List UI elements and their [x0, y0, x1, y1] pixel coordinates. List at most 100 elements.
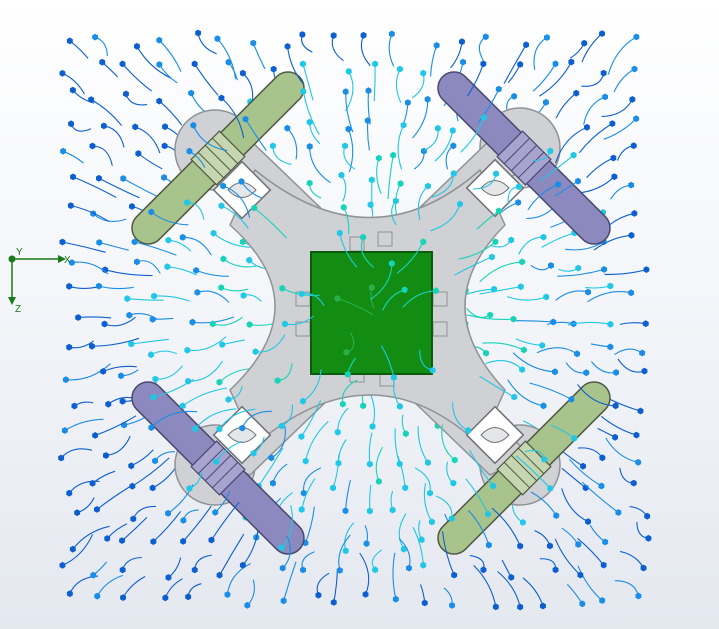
- flow-trajectory: [417, 185, 429, 220]
- flow-marker: [149, 315, 156, 323]
- flow-trajectory: [412, 526, 424, 566]
- flow-marker: [366, 507, 373, 515]
- flow-marker: [180, 517, 187, 524]
- flow-marker: [630, 479, 637, 487]
- flow-marker: [492, 238, 499, 246]
- flow-marker: [299, 31, 306, 38]
- flow-marker: [298, 433, 305, 440]
- flow-trajectory: [616, 145, 634, 161]
- flow-marker: [487, 311, 494, 319]
- flow-trajectory: [219, 408, 256, 430]
- flow-trajectory: [482, 342, 525, 351]
- flow-trajectory: [339, 232, 358, 268]
- flow-trajectory: [164, 578, 183, 599]
- flow-marker: [69, 545, 76, 553]
- flow-marker: [101, 320, 108, 328]
- flow-trajectory: [619, 322, 646, 325]
- flow-marker: [338, 171, 345, 179]
- flow-trajectory: [441, 424, 456, 461]
- flow-marker: [450, 479, 457, 487]
- propeller-rear-left: [131, 381, 305, 555]
- flow-marker: [490, 482, 497, 490]
- flow-marker: [389, 506, 396, 514]
- flow-marker: [404, 99, 411, 106]
- flow-trajectory: [387, 155, 394, 200]
- flow-marker: [129, 203, 135, 210]
- flow-marker: [220, 182, 227, 190]
- flow-marker: [543, 98, 549, 106]
- z-axis-label: Z: [15, 304, 21, 315]
- flow-trajectory: [522, 577, 544, 607]
- flow-marker: [59, 238, 66, 246]
- flow-trajectory: [586, 157, 614, 179]
- flow-trajectory: [302, 63, 314, 101]
- flow-marker: [368, 284, 375, 292]
- flow-marker: [599, 454, 606, 462]
- flow-trajectory: [101, 61, 118, 78]
- flow-marker: [191, 60, 198, 68]
- flow-marker: [119, 60, 126, 68]
- flow-marker: [128, 340, 135, 348]
- flow-trajectory: [197, 290, 230, 303]
- flow-marker: [300, 566, 306, 574]
- flow-trajectory: [132, 457, 170, 487]
- flow-marker: [239, 424, 246, 432]
- flow-marker: [219, 341, 226, 348]
- flow-marker: [302, 457, 309, 465]
- flow-trajectory: [613, 68, 635, 93]
- flow-marker: [599, 597, 606, 604]
- flow-marker: [238, 178, 245, 185]
- flow-trajectory: [388, 33, 395, 67]
- propeller-front-left: [131, 71, 305, 245]
- flow-trajectory: [536, 347, 578, 355]
- flow-marker: [126, 311, 133, 319]
- flow-marker: [368, 176, 375, 184]
- flow-trajectory: [226, 563, 251, 595]
- flow-marker: [575, 541, 582, 548]
- flow-trajectory: [152, 510, 182, 543]
- flow-trajectory: [604, 269, 647, 275]
- flow-trajectory: [94, 36, 108, 57]
- flow-trajectory: [585, 285, 611, 289]
- flow-marker: [102, 266, 109, 274]
- flow-marker: [580, 462, 586, 470]
- z-axis-arrow: [8, 297, 16, 305]
- flow-trajectory: [557, 268, 605, 277]
- flow-marker: [278, 544, 285, 552]
- flow-trajectory: [441, 531, 455, 576]
- flow-marker: [517, 542, 524, 550]
- flow-marker: [212, 509, 219, 516]
- flow-marker: [345, 125, 352, 133]
- flow-marker: [90, 571, 97, 579]
- flow-trajectory: [167, 266, 197, 276]
- flow-trajectory: [506, 296, 547, 301]
- flow-marker: [485, 510, 491, 518]
- flow-trajectory: [255, 334, 286, 353]
- flow-trajectory: [246, 579, 255, 606]
- flow-marker: [298, 506, 305, 513]
- flow-marker: [246, 256, 253, 264]
- flow-trajectory: [76, 497, 95, 514]
- flow-marker: [334, 295, 341, 302]
- flow-marker: [600, 561, 607, 569]
- flow-marker: [644, 512, 651, 520]
- flow-marker: [216, 378, 223, 386]
- flow-marker: [510, 315, 517, 323]
- flow-marker: [433, 287, 439, 295]
- flow-marker: [598, 482, 605, 490]
- flow-trajectory: [413, 151, 425, 170]
- flow-marker: [279, 564, 286, 572]
- flow-trajectory: [102, 365, 137, 372]
- flow-marker: [483, 349, 489, 357]
- flow-trajectory: [78, 316, 112, 319]
- flow-trajectory: [515, 338, 543, 346]
- flow-trajectory: [211, 501, 240, 541]
- flow-trajectory: [91, 337, 140, 347]
- flow-marker: [342, 547, 349, 555]
- flow-marker: [602, 538, 609, 546]
- flow-marker: [450, 170, 457, 177]
- flow-marker: [481, 114, 487, 121]
- flow-trajectory: [376, 157, 382, 195]
- flow-marker: [388, 260, 395, 267]
